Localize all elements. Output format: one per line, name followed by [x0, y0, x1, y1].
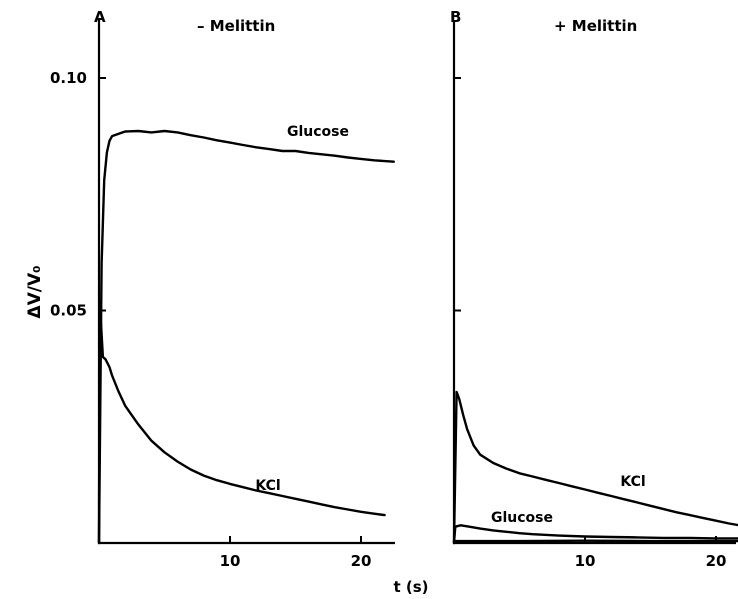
panel-a-kcl-label: KCl	[255, 478, 280, 494]
panel-b-label: B	[450, 8, 461, 26]
panel-a-glucose-curve	[99, 131, 394, 543]
y-tick-label: 0.10	[50, 69, 87, 87]
x-tick-label: 20	[706, 552, 727, 570]
x-axis-label: t (s)	[393, 578, 428, 596]
panel-a-curves	[99, 131, 394, 543]
panel-b-ticks: 10 20	[454, 78, 726, 570]
y-axis-label: ΔV/V₀	[25, 265, 45, 318]
y-tick-label: 0.05	[50, 302, 87, 320]
panel-a-title: – Melittin	[197, 17, 275, 35]
x-tick-label: 20	[351, 552, 372, 570]
x-tick-label: 10	[575, 552, 596, 570]
panel-b: B + Melittin 10 20 KCl Glucose	[450, 8, 738, 570]
panel-a: A – Melittin 10 200.050.10 Glucose KCl	[50, 8, 395, 570]
panel-a-kcl-curve	[99, 301, 385, 543]
panel-b-title: + Melittin	[554, 17, 637, 35]
x-tick-label: 10	[220, 552, 241, 570]
panel-a-glucose-label: Glucose	[287, 124, 349, 140]
panel-b-kcl-label: KCl	[620, 474, 645, 490]
panel-b-glucose-label: Glucose	[491, 510, 553, 526]
